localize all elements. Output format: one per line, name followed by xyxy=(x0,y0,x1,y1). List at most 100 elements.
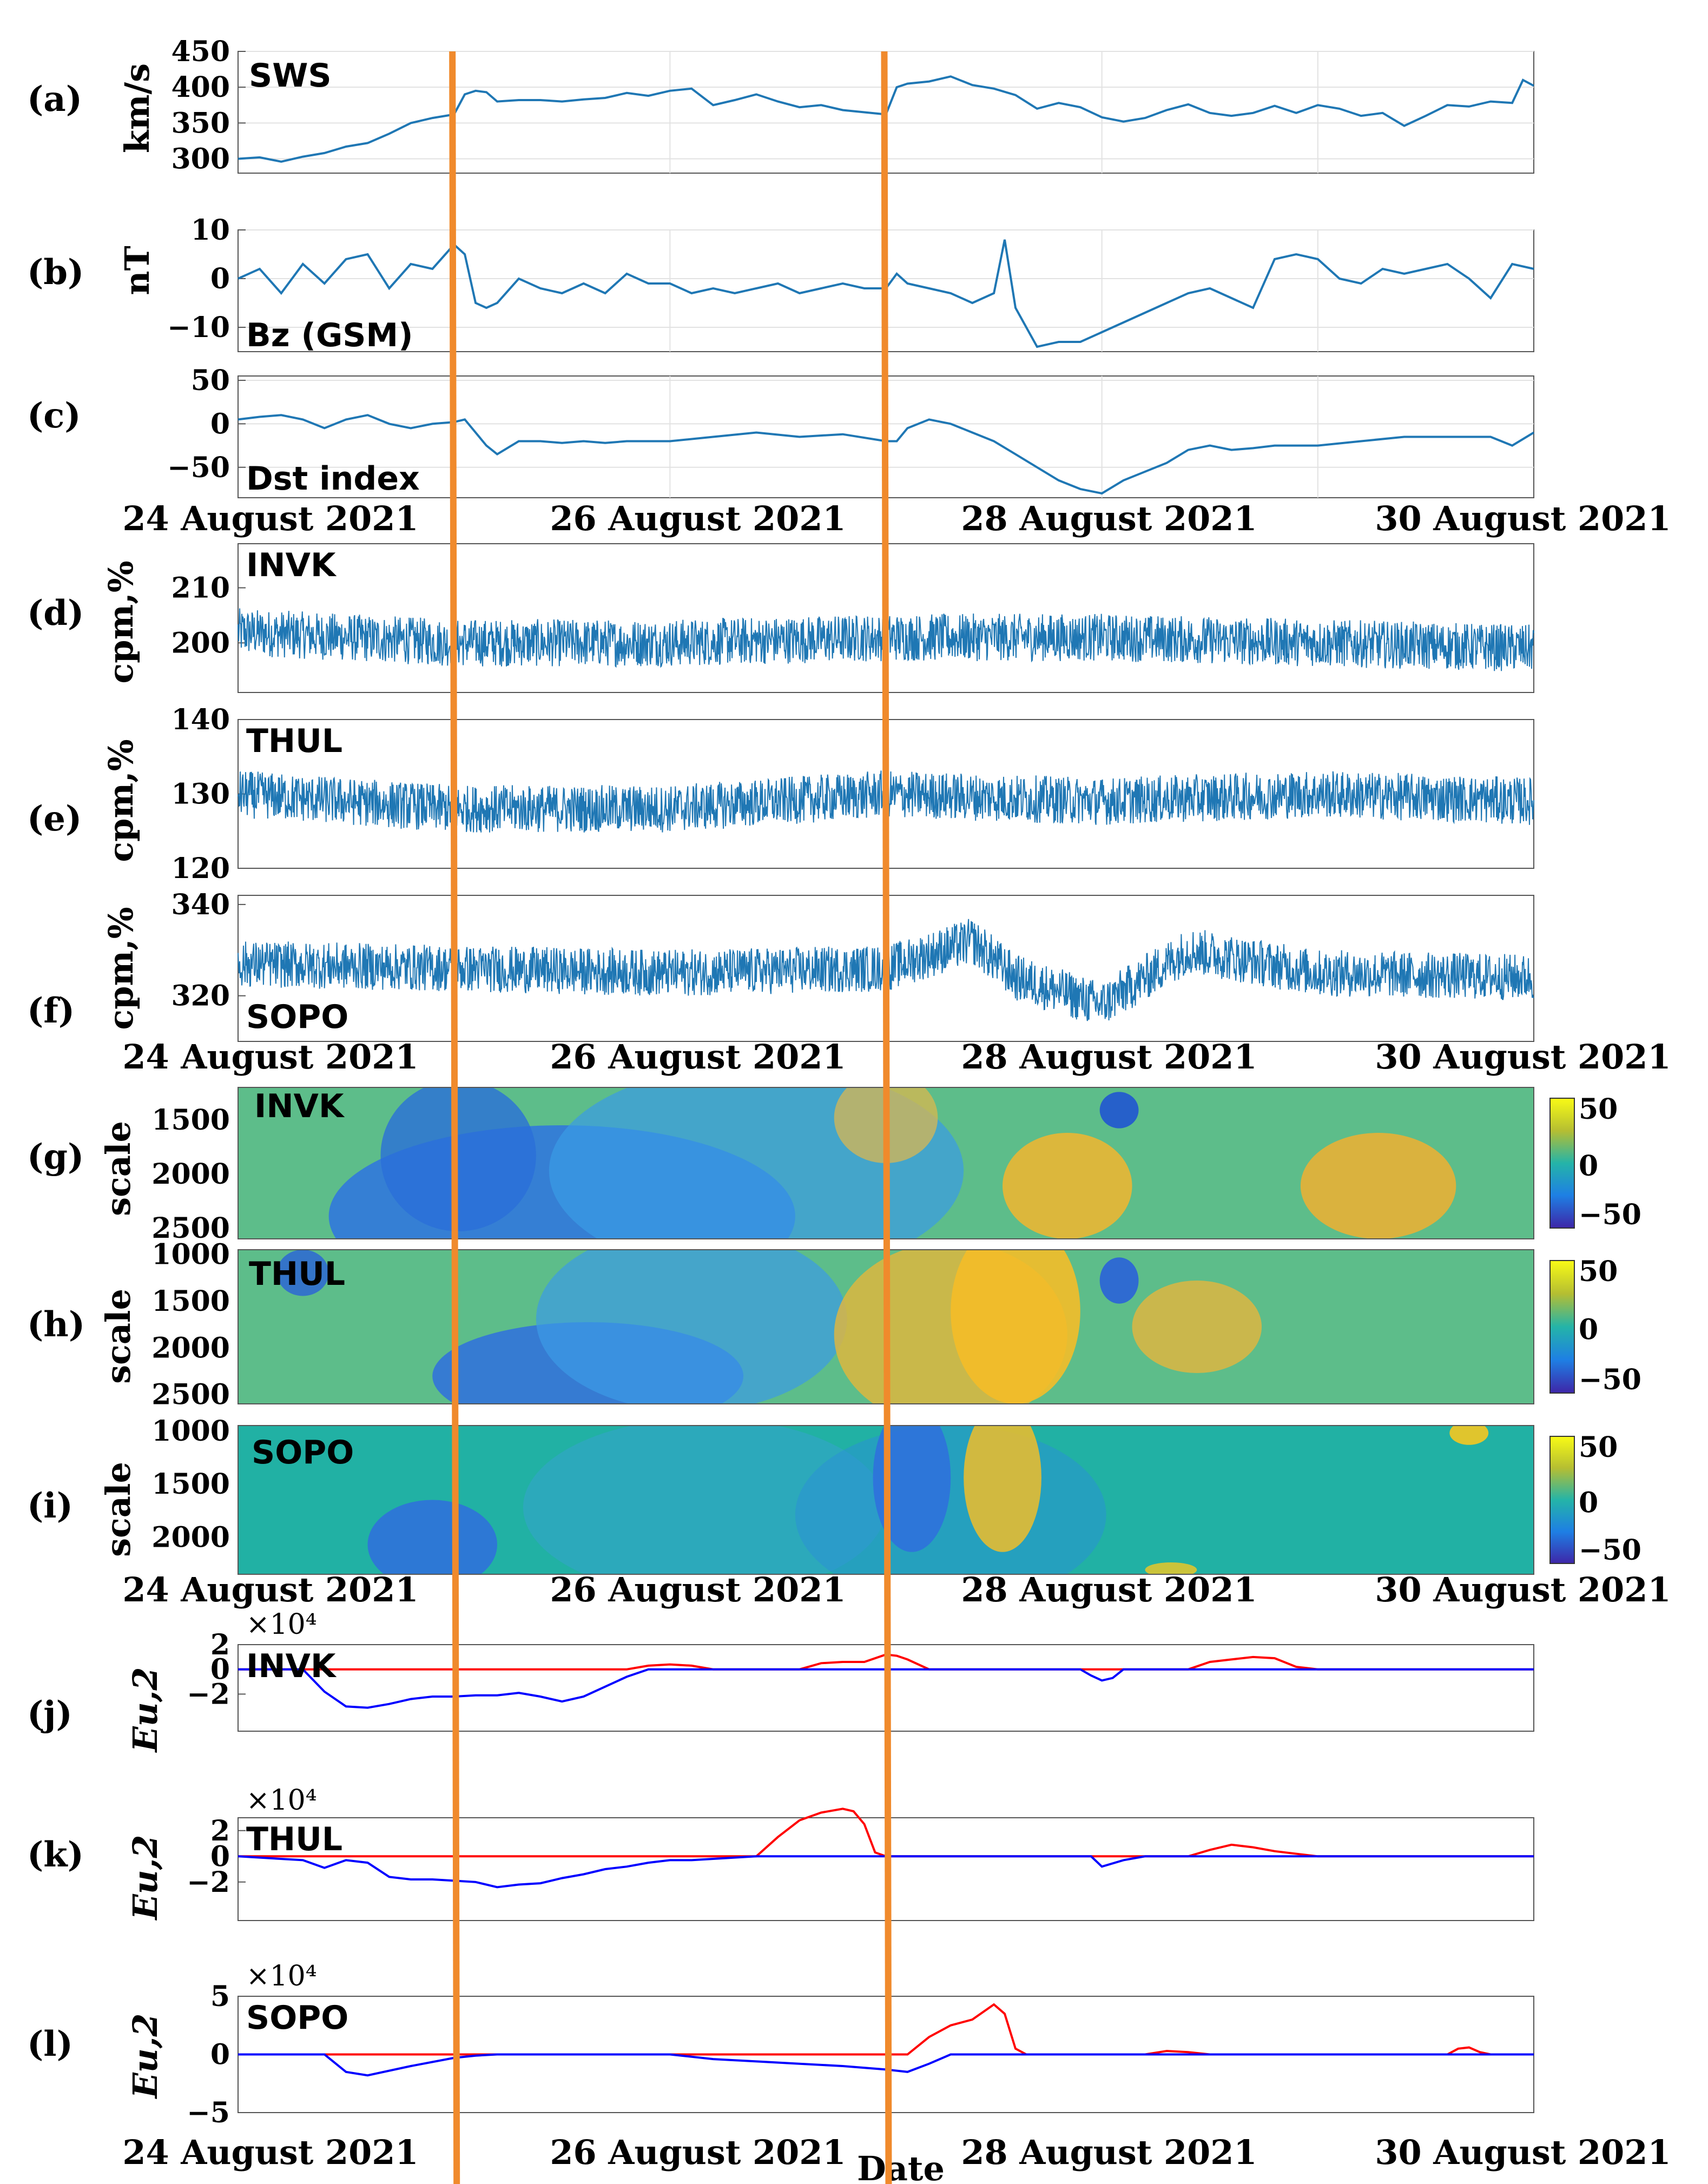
heatmap-feature xyxy=(951,1250,1080,1404)
date-tick: 28 August 2021 xyxy=(961,1037,1257,1077)
inner-label-c: Dst index xyxy=(246,460,420,498)
event-marker-line xyxy=(881,51,892,2184)
negative-series-line xyxy=(238,1855,1534,1889)
heatmap-features xyxy=(276,1250,1262,1404)
ylabel-f: cpm,% xyxy=(101,907,141,1030)
date-tick: 24 August 2021 xyxy=(122,499,418,538)
inner-label-k: THUL xyxy=(246,1820,342,1858)
inner-label-i: SOPO xyxy=(252,1434,354,1472)
y-tick-label: 1000 xyxy=(151,1238,230,1271)
date-tick: 30 August 2021 xyxy=(1375,1570,1671,1609)
date-tick: 24 August 2021 xyxy=(122,1570,418,1609)
ylabel-d: cpm,% xyxy=(101,560,141,683)
y-tick-label: 2 xyxy=(210,1814,230,1848)
y-tick-label: 120 xyxy=(171,852,230,885)
y-tick-label: 1500 xyxy=(151,1285,230,1318)
panel-f: 320 340 xyxy=(171,888,1534,1042)
heatmap-feature xyxy=(1099,1257,1139,1304)
ylabel-h: scale xyxy=(98,1289,138,1384)
inner-label-j: INVK xyxy=(246,1647,337,1685)
date-tick: 28 August 2021 xyxy=(961,2133,1257,2172)
y-tick-label: 10 xyxy=(191,214,230,247)
date-tick: 26 August 2021 xyxy=(550,1037,846,1077)
inner-label-g: INVK xyxy=(254,1087,345,1125)
panel-k: −202 xyxy=(187,1807,1534,1921)
colorbar-tick-label: 0 xyxy=(1579,1487,1598,1520)
colorbar-tick-label: −50 xyxy=(1579,1198,1641,1231)
ylabel-l: Eu,2 xyxy=(126,2013,165,2099)
date-tick: 30 August 2021 xyxy=(1375,1037,1671,1077)
date-tick: 26 August 2021 xyxy=(550,1570,846,1609)
heatmap-feature xyxy=(367,1500,497,1574)
y-tick-label: 2500 xyxy=(151,1212,230,1245)
date-tick: 24 August 2021 xyxy=(122,1037,418,1077)
positive-series-line xyxy=(238,1807,1534,1858)
heatmap-feature xyxy=(1449,1426,1489,1445)
date-axis-f: 24 August 2021 26 August 2021 28 August … xyxy=(122,1037,1671,1077)
date-tick: 30 August 2021 xyxy=(1375,2133,1671,2172)
y-tick-label: 340 xyxy=(171,888,230,921)
colorbar-tick-label: 0 xyxy=(1579,1314,1598,1347)
inner-label-b: Bz (GSM) xyxy=(246,316,413,354)
ylabel-b: nT xyxy=(117,246,157,295)
inner-label-a: SWS xyxy=(249,57,332,95)
panel-h: 1000 1500 2000 2500 50 0 −50 xyxy=(151,1238,1641,1411)
panel-label-a: (a) xyxy=(27,79,82,120)
panel-label-f: (f) xyxy=(27,991,75,1031)
heatmap-feature xyxy=(1145,1562,1197,1574)
y-tick-label: 5 xyxy=(210,1980,230,2013)
y-tick-label: −2 xyxy=(187,1866,230,1899)
y-tick-label: 320 xyxy=(171,980,230,1013)
heatmap-features xyxy=(367,1426,1489,1574)
inner-label-l: SOPO xyxy=(246,1999,348,2037)
date-tick: 28 August 2021 xyxy=(961,499,1257,538)
date-tick: 28 August 2021 xyxy=(961,1570,1257,1609)
scale-note-l: ×10⁴ xyxy=(246,1960,317,1992)
y-tick-label: 2 xyxy=(210,1628,230,1661)
panel-label-j: (j) xyxy=(27,1694,72,1734)
date-tick: 26 August 2021 xyxy=(550,2133,846,2172)
date-tick: 30 August 2021 xyxy=(1375,499,1671,538)
panel-label-l: (l) xyxy=(27,2024,73,2064)
ylabel-k: Eu,2 xyxy=(126,1835,165,1921)
y-tick-label: 2000 xyxy=(151,1158,230,1191)
negative-series-line xyxy=(238,2053,1534,2077)
y-tick-label: 210 xyxy=(171,571,230,604)
date-tick: 26 August 2021 xyxy=(550,499,846,538)
scale-note-j: ×10⁴ xyxy=(246,1608,317,1641)
panel-label-d: (d) xyxy=(27,593,84,634)
y-tick-label: 400 xyxy=(171,71,230,104)
heatmap-feature xyxy=(1099,1092,1139,1129)
inner-label-e: THUL xyxy=(246,722,342,760)
y-tick-label: 350 xyxy=(171,107,230,140)
panel-label-k: (k) xyxy=(27,1835,84,1875)
y-tick-label: 0 xyxy=(210,262,230,295)
y-tick-label: 2000 xyxy=(151,1331,230,1364)
panel-label-b: (b) xyxy=(27,252,84,293)
y-tick-label: 1500 xyxy=(151,1104,230,1137)
inner-label-d: INVK xyxy=(246,546,337,584)
heatmap-feature xyxy=(1003,1133,1132,1239)
colorbar xyxy=(1549,1436,1575,1564)
y-tick-label: 200 xyxy=(171,626,230,659)
ylabel-j: Eu,2 xyxy=(126,1667,165,1753)
y-tick-label: 2000 xyxy=(151,1521,230,1554)
panel-label-g: (g) xyxy=(27,1137,84,1177)
y-tick-label: 140 xyxy=(171,703,230,736)
panel-label-h: (h) xyxy=(27,1304,85,1345)
y-tick-label: −50 xyxy=(167,451,230,484)
y-tick-label: 300 xyxy=(171,143,230,176)
y-tick-label: 130 xyxy=(171,778,230,811)
y-tick-label: −10 xyxy=(167,311,230,344)
y-tick-label: 0 xyxy=(210,2038,230,2071)
heatmap-feature xyxy=(536,1250,847,1404)
event-marker-line xyxy=(449,51,460,2184)
date-tick: 24 August 2021 xyxy=(122,2133,418,2172)
y-tick-label: 1000 xyxy=(151,1415,230,1448)
ylabel-g: scale xyxy=(98,1121,138,1216)
ylabel-i: scale xyxy=(98,1462,138,1557)
y-tick-label: 50 xyxy=(191,364,230,397)
colorbar xyxy=(1549,1260,1575,1394)
